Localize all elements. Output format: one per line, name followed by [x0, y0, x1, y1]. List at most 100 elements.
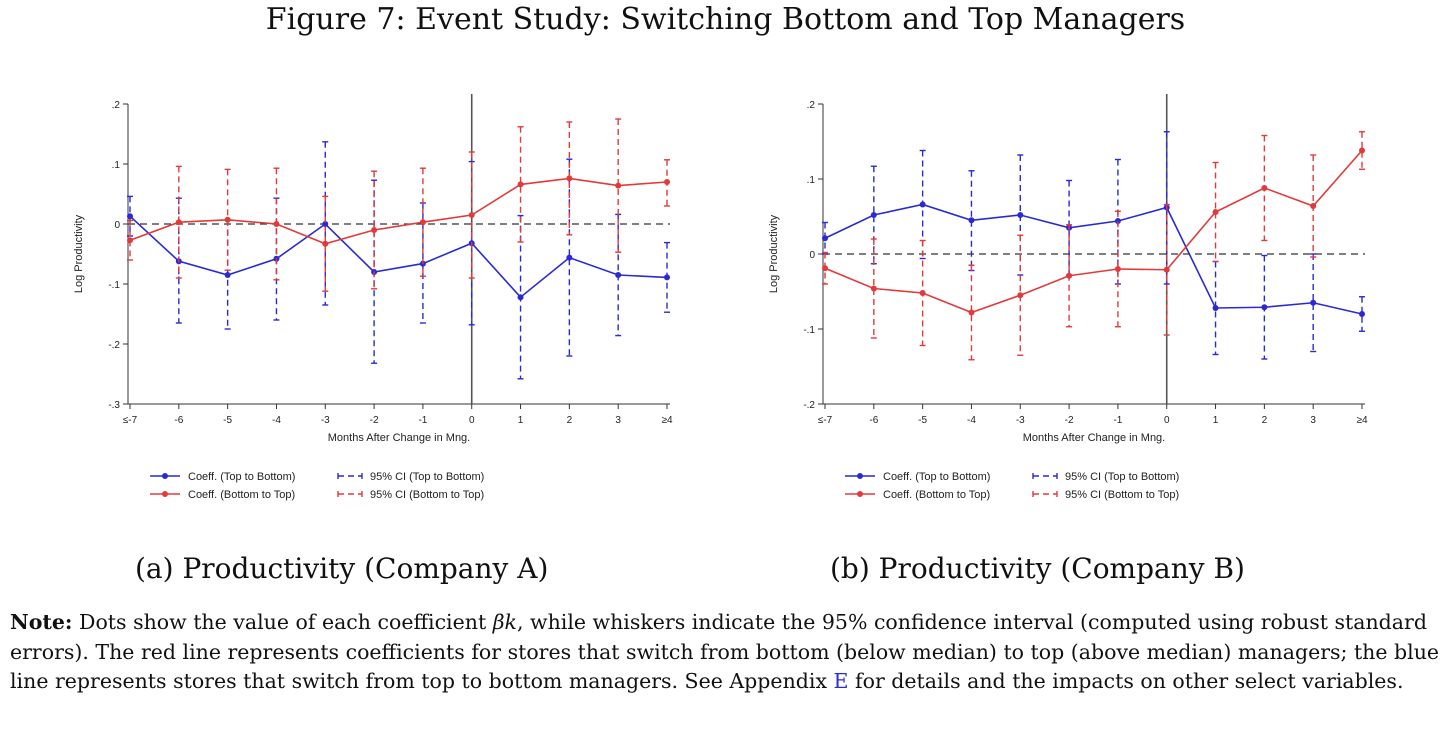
x-tick-label: -4	[272, 415, 281, 426]
data-point	[919, 201, 926, 208]
y-tick-label: -.2	[108, 340, 120, 351]
legend-marker	[162, 473, 168, 479]
x-tick-label: -4	[967, 415, 976, 426]
data-point	[615, 182, 622, 189]
legend-label: Coeff. (Bottom to Top)	[883, 489, 990, 501]
data-point	[664, 179, 670, 185]
x-axis-title: Months After Change in Mng.	[1023, 432, 1165, 444]
data-point	[919, 290, 926, 296]
data-point	[1310, 299, 1317, 306]
x-axis-title: Months After Change in Mng.	[328, 432, 470, 444]
legend-label: 95% CI (Top to Bottom)	[370, 471, 484, 483]
x-tick-label: -3	[321, 415, 330, 426]
series-line	[824, 149, 1363, 314]
data-point	[224, 216, 231, 223]
data-point	[1163, 266, 1170, 273]
note-text-1: Dots show the value of each coefficient	[72, 610, 493, 634]
x-tick-label: -1	[1113, 415, 1122, 426]
data-point	[1114, 218, 1121, 224]
data-point	[1359, 311, 1365, 317]
figure-title: Figure 7: Event Study: Switching Bottom …	[265, 2, 1186, 37]
y-tick-label: .1	[112, 160, 121, 171]
x-tick-label: 3	[1310, 415, 1316, 426]
data-point	[517, 181, 524, 188]
caption-panel-b: (b) Productivity (Company B)	[830, 552, 1245, 585]
data-point	[968, 217, 975, 224]
x-tick-label: ≥4	[661, 415, 672, 426]
y-axis-title: Log Productivity	[768, 214, 780, 293]
legend-label: 95% CI (Bottom to Top)	[370, 489, 484, 501]
x-tick-label: 3	[615, 415, 621, 426]
x-tick-label: 0	[469, 415, 475, 426]
data-point	[419, 219, 426, 226]
data-point	[968, 309, 975, 316]
y-tick-label: -.1	[803, 325, 815, 336]
data-point	[1066, 272, 1073, 279]
x-tick-label: 1	[518, 415, 524, 426]
x-tick-label: 2	[567, 415, 573, 426]
x-tick-label: ≤-7	[123, 415, 138, 426]
x-tick-label: 0	[1164, 415, 1170, 426]
legend-marker	[857, 491, 863, 497]
data-point	[517, 294, 524, 301]
x-tick-label: -2	[1065, 415, 1074, 426]
x-tick-label: -1	[418, 415, 427, 426]
data-point	[822, 265, 828, 272]
legend-label: 95% CI (Bottom to Top)	[1065, 489, 1179, 501]
x-tick-label: -6	[869, 415, 878, 426]
y-tick-label: .1	[807, 175, 816, 186]
y-tick-label: .2	[807, 100, 816, 111]
y-tick-label: 0	[114, 220, 120, 231]
appendix-link[interactable]: E	[833, 669, 849, 693]
note-text-3: for details and the impacts on other sel…	[848, 669, 1404, 693]
caption-panel-a: (a) Productivity (Company A)	[135, 552, 549, 585]
y-tick-label: .2	[112, 100, 121, 111]
y-tick-label: -.2	[803, 400, 815, 411]
x-tick-label: -2	[370, 415, 379, 426]
legend-label: Coeff. (Top to Bottom)	[883, 471, 990, 483]
data-point	[1359, 147, 1365, 154]
note-symbol: βk	[492, 610, 517, 634]
legend-marker	[162, 491, 168, 497]
data-point	[1261, 185, 1268, 191]
y-axis-title: Log Productivity	[73, 214, 85, 293]
data-point	[322, 221, 329, 227]
data-point	[322, 240, 329, 247]
note-text-2: , while whiskers indicate the 95% confid…	[10, 610, 1440, 693]
data-point	[468, 212, 475, 218]
x-tick-label: ≥4	[1356, 415, 1367, 426]
x-tick-label: -3	[1016, 415, 1025, 426]
x-tick-label: -5	[918, 415, 927, 426]
data-point	[822, 235, 828, 242]
data-point	[127, 237, 133, 244]
y-tick-label: -.1	[108, 280, 120, 291]
legend-label: Coeff. (Top to Bottom)	[188, 471, 295, 483]
data-point	[1261, 304, 1268, 311]
data-point	[1310, 203, 1317, 209]
y-tick-label: 0	[809, 250, 815, 261]
data-point	[127, 213, 133, 220]
data-point	[371, 227, 378, 233]
note-label: Note:	[10, 610, 73, 634]
data-point	[175, 219, 182, 226]
y-tick-label: -.3	[108, 400, 120, 411]
x-tick-label: 2	[1262, 415, 1268, 426]
data-point	[1212, 305, 1219, 311]
data-point	[870, 285, 877, 292]
data-point	[870, 212, 877, 218]
data-point	[273, 221, 280, 227]
data-point	[566, 175, 573, 182]
figure-note: Note: Dots show the value of each coeffi…	[10, 608, 1442, 697]
legend-marker	[857, 473, 863, 479]
x-tick-label: ≤-7	[818, 415, 833, 426]
data-point	[1017, 292, 1024, 299]
series-line	[129, 215, 668, 299]
data-point	[615, 272, 622, 278]
data-point	[1212, 209, 1219, 215]
data-point	[1114, 266, 1121, 272]
x-tick-label: -6	[174, 415, 183, 426]
legend-label: Coeff. (Bottom to Top)	[188, 489, 295, 501]
data-point	[1017, 212, 1024, 218]
series-line	[129, 177, 668, 245]
legend-label: 95% CI (Top to Bottom)	[1065, 471, 1179, 483]
